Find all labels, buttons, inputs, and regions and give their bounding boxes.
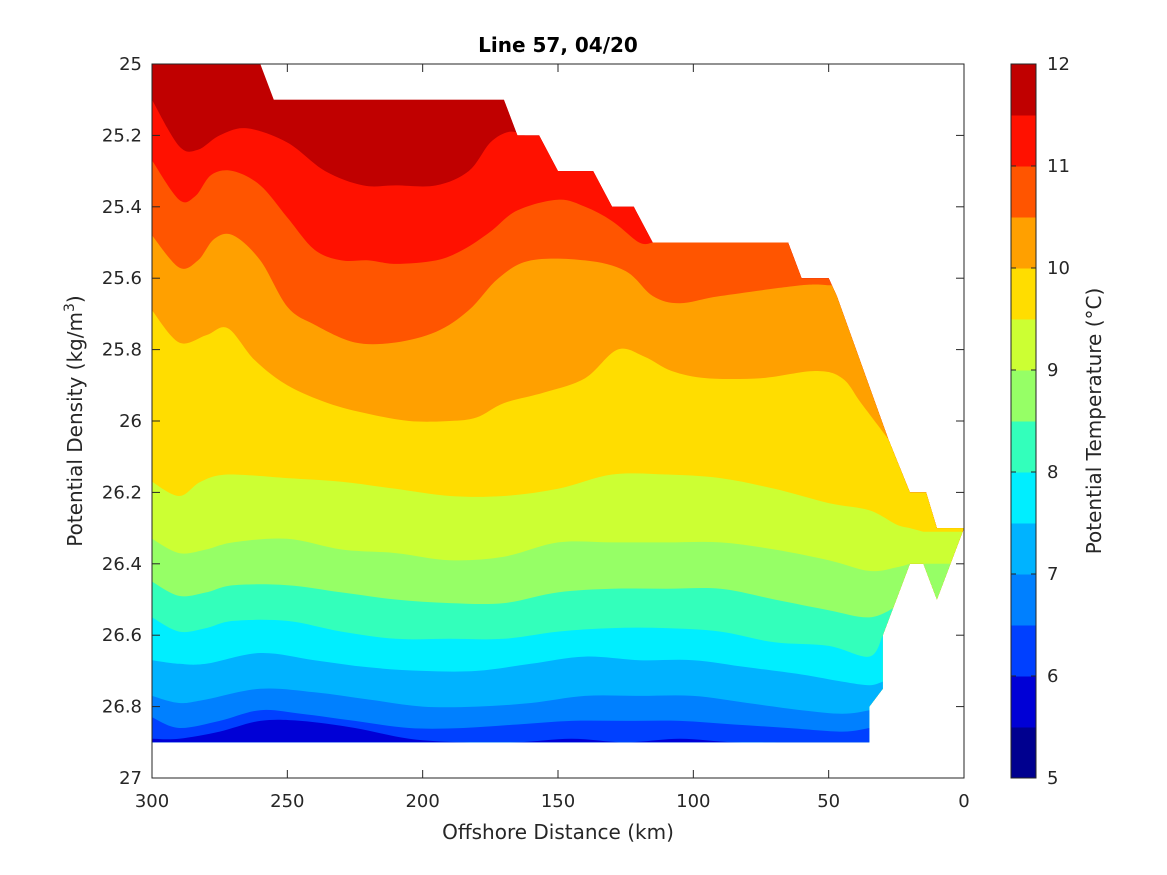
colorbar-tick-label: 7 (1047, 564, 1058, 585)
x-axis: 300 250 200 150 100 50 0 (135, 64, 970, 812)
colorbar-tick-label: 11 (1047, 156, 1070, 177)
colorbar-tick-label: 5 (1047, 768, 1058, 789)
chart-title: Line 57, 04/20 (478, 33, 638, 57)
y-axis: 25 25.2 25.4 25.6 25.8 26 26.2 26.4 26.6 26.8 27 (102, 54, 964, 789)
x-tick-label: 150 (541, 791, 575, 812)
colorbar-swatch (1011, 115, 1036, 167)
y-axis-label-end: ) (63, 295, 87, 303)
colorbar-tick-label: 8 (1047, 462, 1058, 483)
y-tick-label: 26.2 (102, 482, 142, 503)
colorbar-swatch (1011, 166, 1036, 218)
y-tick-label: 26.6 (102, 625, 142, 646)
y-tick-label: 25.6 (102, 268, 142, 289)
y-axis-label: Potential Density (kg/m3) (62, 295, 87, 546)
x-tick-label: 50 (817, 791, 840, 812)
y-tick-label: 25.8 (102, 340, 142, 361)
y-tick-label: 25 (119, 54, 142, 75)
colorbar-swatch (1011, 319, 1036, 371)
colorbar-label: Potential Temperature (°C) (1082, 288, 1106, 555)
colorbar-swatch (1011, 523, 1036, 575)
x-tick-label: 250 (270, 791, 304, 812)
colorbar-tick-label: 12 (1047, 54, 1070, 75)
colorbar-ticks: 5 6 7 8 9 10 11 12 (1011, 54, 1070, 789)
x-axis-label: Offshore Distance (km) (442, 820, 674, 844)
colorbar-tick-label: 6 (1047, 666, 1058, 687)
colorbar-swatch (1011, 64, 1036, 116)
colorbar (1011, 64, 1036, 779)
colorbar-swatch (1011, 421, 1036, 473)
y-tick-label: 26 (119, 411, 142, 432)
y-axis-label-main: Potential Density (kg/m (63, 312, 87, 547)
x-tick-label: 200 (405, 791, 439, 812)
y-tick-label: 27 (119, 768, 142, 789)
y-tick-label: 25.4 (102, 197, 142, 218)
y-tick-label: 26.4 (102, 554, 142, 575)
y-tick-label: 26.8 (102, 697, 142, 718)
x-tick-label: 0 (958, 791, 969, 812)
colorbar-swatch (1011, 217, 1036, 269)
colorbar-tick-label: 9 (1047, 360, 1058, 381)
colorbar-swatch (1011, 727, 1036, 779)
colorbar-tick-label: 10 (1047, 258, 1070, 279)
colorbar-swatch (1011, 268, 1036, 320)
colorbar-frame (1010, 63, 1037, 779)
colorbar-swatch (1011, 625, 1036, 677)
x-tick-label: 100 (676, 791, 710, 812)
y-tick-label: 25.2 (102, 125, 142, 146)
colorbar-swatch (1011, 676, 1036, 728)
y-axis-label-superscript: 3 (62, 303, 78, 312)
colorbar-swatch (1011, 574, 1036, 626)
x-tick-label: 300 (135, 791, 169, 812)
colorbar-swatch (1011, 370, 1036, 422)
colorbar-swatch (1011, 472, 1036, 524)
